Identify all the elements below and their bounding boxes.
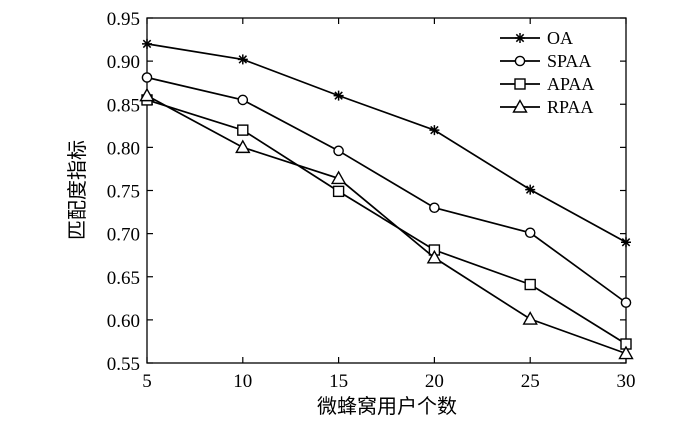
- x-tick-label: 10: [233, 371, 252, 392]
- x-tick-label: 25: [521, 371, 540, 392]
- x-tick-label: 15: [329, 371, 348, 392]
- legend-label: APAA: [547, 74, 594, 94]
- data-point-spaa: [429, 202, 440, 214]
- data-point-oa: [525, 184, 536, 195]
- data-point-spaa: [141, 72, 153, 83]
- y-axis-title: 匹配度指标: [65, 140, 89, 240]
- x-tick-label: 5: [142, 371, 152, 392]
- x-tick-label: 20: [425, 371, 444, 392]
- data-point-rpaa: [330, 170, 347, 185]
- data-point-rpaa: [139, 87, 155, 102]
- legend-item-oa: OA: [500, 28, 573, 48]
- data-point-spaa: [620, 297, 632, 308]
- data-point-rpaa: [426, 249, 443, 264]
- data-point-spaa: [237, 94, 249, 106]
- legend-marker-spaa: [514, 55, 526, 67]
- series-rpaa: [139, 87, 634, 360]
- legend-item-rpaa: RPAA: [500, 97, 593, 117]
- y-tick-label: 0.60: [107, 311, 140, 332]
- series-spaa: [141, 72, 632, 308]
- axes: 5 10 15 20 25 30 0.55 0.60 0.65 0.70 0.75 0.80 0.85 0…: [107, 9, 636, 392]
- y-tick-label: 0.70: [107, 225, 140, 246]
- data-point-apaa: [332, 185, 345, 198]
- legend-item-spaa: SPAA: [500, 51, 591, 71]
- legend-marker-apaa: [514, 78, 526, 90]
- data-point-spaa: [524, 227, 536, 239]
- legend-label: OA: [547, 28, 573, 48]
- y-tick-label: 0.95: [107, 9, 140, 30]
- data-point-rpaa: [235, 139, 251, 154]
- x-tick-label: 30: [617, 371, 636, 392]
- legend: OA SPAA APAA RPAA: [500, 28, 594, 117]
- data-point-rpaa: [618, 345, 634, 360]
- data-point-apaa: [237, 124, 249, 136]
- legend-label: RPAA: [547, 97, 593, 117]
- series-line-oa: [146, 43, 627, 243]
- y-tick-label: 0.80: [107, 138, 140, 159]
- data-point-oa: [237, 54, 248, 65]
- legend-item-apaa: APAA: [500, 74, 594, 94]
- y-tick-label: 0.90: [107, 52, 140, 73]
- series-line-spaa: [146, 76, 627, 304]
- series-line-rpaa: [146, 94, 627, 355]
- legend-label: SPAA: [547, 51, 591, 71]
- y-tick-label: 0.85: [107, 95, 140, 116]
- data-point-oa: [142, 38, 152, 49]
- data-point-rpaa: [522, 311, 538, 325]
- y-tick-label: 0.65: [107, 268, 140, 289]
- series-oa: [142, 38, 631, 248]
- x-axis-title: 微蜂窝用户个数: [317, 394, 457, 418]
- data-point-oa: [333, 90, 344, 101]
- y-tick-label: 0.75: [107, 182, 140, 203]
- data-point-apaa: [524, 278, 536, 291]
- data-point-spaa: [333, 145, 344, 157]
- data-point-oa: [621, 237, 631, 248]
- y-tick-label: 0.55: [107, 354, 140, 375]
- series-line-apaa: [146, 99, 627, 345]
- series-layer: [139, 38, 634, 360]
- legend-marker-oa: [515, 33, 525, 43]
- data-point-oa: [429, 125, 440, 136]
- legend-marker-rpaa: [512, 99, 528, 113]
